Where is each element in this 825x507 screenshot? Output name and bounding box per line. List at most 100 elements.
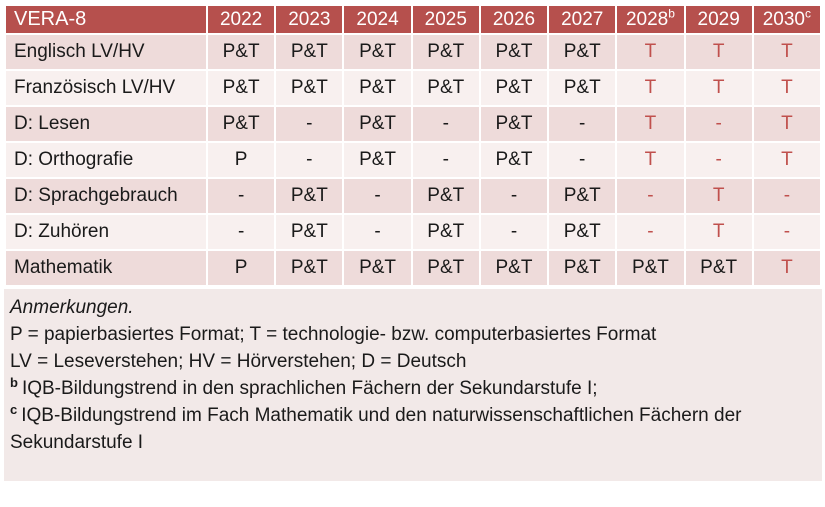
- format-value-cell: P&T: [410, 249, 481, 287]
- row-label-cell: D: Zuhören: [4, 213, 208, 251]
- format-value-cell: -: [274, 141, 345, 179]
- format-value-cell: P&T: [410, 33, 481, 71]
- format-value-cell: -: [615, 213, 686, 251]
- format-value-cell: -: [478, 177, 550, 215]
- format-value-cell: P&T: [478, 33, 550, 71]
- format-value-cell: P&T: [342, 33, 413, 71]
- year-header-cell: 2025: [410, 4, 481, 35]
- format-value-cell: T: [615, 69, 686, 107]
- table-row: D: Sprachgebrauch - P&T - P&T - P&T - T -: [4, 177, 823, 215]
- footnote-b: b IQB-Bildungstrend in den sprachlichen F…: [10, 375, 812, 402]
- format-value-cell: T: [615, 33, 686, 71]
- format-value-cell: P&T: [342, 249, 413, 287]
- format-value-cell: T: [751, 33, 823, 71]
- format-value-cell: P&T: [410, 69, 481, 107]
- footnote-c: c IQB-Bildungstrend im Fach Mathematik un…: [10, 402, 812, 456]
- format-value-cell: -: [410, 141, 481, 179]
- format-value-cell: -: [547, 105, 618, 143]
- year-header-cell: 2023: [274, 4, 345, 35]
- footnote-b-marker: b: [10, 374, 18, 390]
- format-value-cell: T: [683, 69, 754, 107]
- format-value-cell: -: [751, 213, 823, 251]
- year-header-cell: 2026: [478, 4, 550, 35]
- footnote-b-text: IQB-Bildungstrend in den sprachlichen Fä…: [21, 378, 598, 399]
- footnote-c-text: IQB-Bildungstrend im Fach Mathematik und…: [10, 405, 742, 453]
- format-value-cell: -: [683, 105, 754, 143]
- footnote-c-marker: c: [10, 401, 18, 417]
- format-value-cell: -: [342, 177, 413, 215]
- year-header-cell: 2029: [683, 4, 754, 35]
- format-value-cell: -: [410, 105, 481, 143]
- vera8-schedule-table: VERA-8 2022 2023 2024 2025 2026 2027 2028b 2029…: [4, 4, 823, 287]
- format-value-cell: T: [751, 105, 823, 143]
- year-header-cell: 2022: [205, 4, 277, 35]
- format-value-cell: T: [683, 177, 754, 215]
- legend-abbreviations: LV = Leseverstehen; HV = Hörverstehen; D…: [10, 351, 467, 372]
- year-header-cell: 2027: [547, 4, 618, 35]
- format-value-cell: T: [751, 249, 823, 287]
- format-value-cell: -: [205, 213, 277, 251]
- format-value-cell: P&T: [478, 141, 550, 179]
- row-label-cell: Englisch LV/HV: [4, 33, 208, 71]
- format-value-cell: P&T: [274, 213, 345, 251]
- format-value-cell: P&T: [342, 105, 413, 143]
- row-label-cell: Französisch LV/HV: [4, 69, 208, 107]
- notes-section: Anmerkungen. P = papierbasiertes Format;…: [4, 289, 822, 481]
- format-value-cell: P&T: [547, 213, 618, 251]
- table-row: D: Lesen P&T - P&T - P&T - T - T: [4, 105, 823, 143]
- format-value-cell: -: [274, 105, 345, 143]
- table-row: Französisch LV/HV P&T P&T P&T P&T P&T P&T T T T: [4, 69, 823, 107]
- format-value-cell: P&T: [342, 141, 413, 179]
- row-label-cell: Mathematik: [4, 249, 208, 287]
- format-value-cell: P&T: [547, 249, 618, 287]
- format-value-cell: T: [615, 105, 686, 143]
- format-value-cell: P&T: [342, 69, 413, 107]
- table-head: VERA-8 2022 2023 2024 2025 2026 2027 2028b 2029…: [4, 4, 823, 35]
- format-value-cell: -: [547, 141, 618, 179]
- format-value-cell: P&T: [205, 69, 277, 107]
- row-label-cell: D: Lesen: [4, 105, 208, 143]
- format-value-cell: T: [683, 33, 754, 71]
- format-value-cell: -: [615, 177, 686, 215]
- format-value-cell: -: [478, 213, 550, 251]
- row-label-cell: D: Orthografie: [4, 141, 208, 179]
- format-value-cell: T: [683, 213, 754, 251]
- format-value-cell: P&T: [547, 33, 618, 71]
- format-value-cell: P&T: [478, 249, 550, 287]
- year-footnote-marker: b: [668, 6, 675, 21]
- year-header-cell: 2024: [342, 4, 413, 35]
- format-value-cell: -: [205, 177, 277, 215]
- format-value-cell: P&T: [274, 249, 345, 287]
- row-label-cell: D: Sprachgebrauch: [4, 177, 208, 215]
- format-value-cell: P&T: [478, 69, 550, 107]
- table-row: Mathematik P P&T P&T P&T P&T P&T P&T P&T T: [4, 249, 823, 287]
- format-value-cell: -: [342, 213, 413, 251]
- format-value-cell: P&T: [547, 69, 618, 107]
- format-value-cell: P&T: [205, 33, 277, 71]
- format-value-cell: P&T: [410, 213, 481, 251]
- format-value-cell: P&T: [274, 69, 345, 107]
- year-header-cell: 2028b: [615, 4, 686, 35]
- format-value-cell: P: [205, 141, 277, 179]
- format-value-cell: T: [751, 69, 823, 107]
- format-value-cell: P&T: [205, 105, 277, 143]
- table-row: D: Orthografie P - P&T - P&T - T - T: [4, 141, 823, 179]
- format-value-cell: P&T: [274, 33, 345, 71]
- table-row: D: Zuhören - P&T - P&T - P&T - T -: [4, 213, 823, 251]
- table-header-row: VERA-8 2022 2023 2024 2025 2026 2027 2028b 2029…: [4, 4, 823, 35]
- year-header-cell: 2030c: [751, 4, 823, 35]
- format-value-cell: T: [615, 141, 686, 179]
- legend-formats: P = papierbasiertes Format; T = technolo…: [10, 324, 657, 345]
- format-value-cell: P&T: [615, 249, 686, 287]
- slide-content: VERA-8 2022 2023 2024 2025 2026 2027 2028b 2029…: [4, 4, 823, 481]
- format-value-cell: P: [205, 249, 277, 287]
- table-body: Englisch LV/HV P&T P&T P&T P&T P&T P&T T T T Franz…: [4, 33, 823, 287]
- format-value-cell: P&T: [274, 177, 345, 215]
- format-value-cell: P&T: [683, 249, 754, 287]
- notes-heading: Anmerkungen.: [10, 297, 134, 318]
- year-footnote-marker: c: [805, 6, 812, 21]
- format-value-cell: P&T: [547, 177, 618, 215]
- format-value-cell: P&T: [410, 177, 481, 215]
- format-value-cell: -: [751, 177, 823, 215]
